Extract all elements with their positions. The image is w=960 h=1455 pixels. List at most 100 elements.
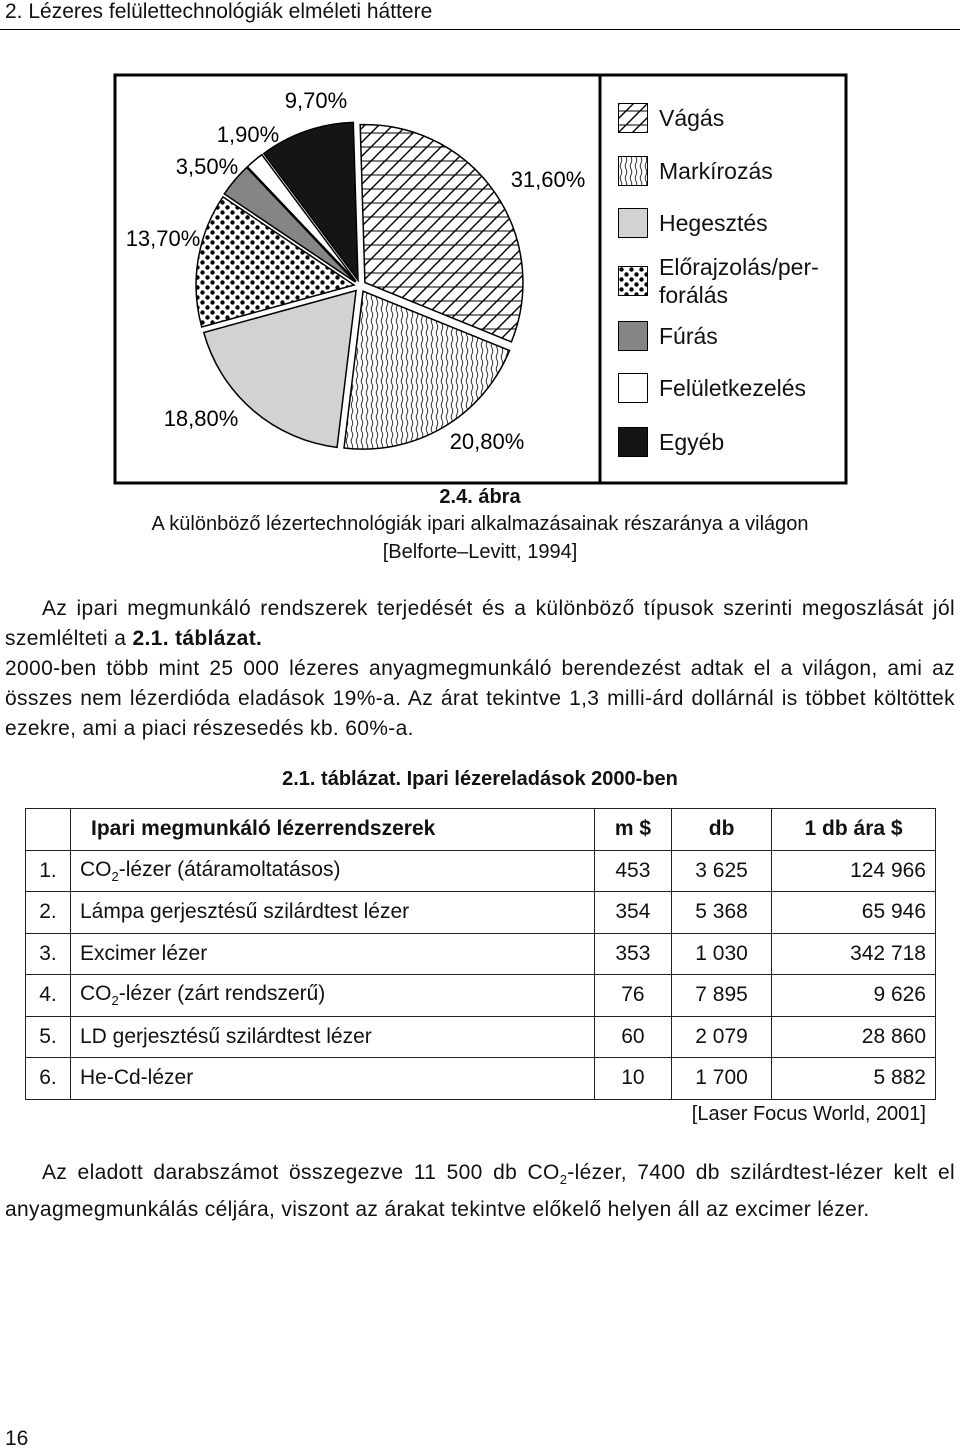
table-cell: 28 860	[771, 1015, 936, 1058]
pie-chart: 31,60% 20,80% 18,80% 13,70% 3,50% 1,90%9,70%	[113, 73, 848, 485]
header-cell: m $	[593, 808, 673, 851]
table-row: 5. LD gerjesztésű szilárdtest lézer 60 2 07…	[25, 1015, 936, 1058]
row-number: 1.	[25, 849, 71, 892]
header-rule	[0, 29, 960, 30]
table-cell: 5 368	[671, 891, 773, 934]
text: Az eladott darabszámot összegezve 11 500…	[42, 1161, 560, 1184]
table-cell: 2 079	[671, 1015, 773, 1058]
legend-entry: Fúrás	[618, 321, 849, 351]
legend-entry: Egyéb	[618, 427, 849, 457]
table-cell: 9 626	[771, 974, 936, 1017]
row-number: 4.	[25, 974, 71, 1017]
header-row: Ipari megmunkáló lézerrendszerek m $ db 1 d…	[25, 808, 936, 851]
text: -lézer, 7400 db szilárdtest-lézer kelt e…	[5, 1161, 955, 1222]
table-cell: 76	[593, 974, 673, 1017]
row-name: Lámpa gerjesztésű szilárdtest lézer	[70, 891, 595, 934]
paragraph: Az eladott darabszámot összegezve 11 500…	[5, 1158, 955, 1225]
legend-entry: Előrajzolás/per­forálás	[618, 253, 849, 309]
pie-slice	[343, 290, 511, 450]
legend-label: Felületkezelés	[659, 375, 807, 401]
pie-slice	[262, 121, 359, 283]
table-row: 2. Lámpa gerjesztésű szilárdtest lézer 354…	[25, 891, 936, 934]
paragraph: 2000-ben több mint 25 000 lézeres anyagm…	[5, 657, 955, 740]
pie-slice	[195, 195, 356, 328]
text: -lézer (átáramoltatásos)	[118, 857, 341, 881]
slice-label: 20,80%	[450, 429, 525, 454]
table-cell: 453	[593, 849, 673, 892]
table: Ipari megmunkáló lézerrendszerek m $ db 1 d…	[25, 808, 936, 1100]
header-cell: 1 db ára $	[771, 808, 936, 851]
legend-label: Markírozás	[659, 158, 773, 184]
table-cell: 1 700	[671, 1057, 773, 1100]
legend-swatch	[618, 156, 648, 186]
header-cell	[25, 808, 71, 851]
table-source: [Laser Focus World, 2001]	[691, 1103, 926, 1125]
slice-label: 31,60%	[511, 167, 586, 192]
slice-label: 3,50%	[176, 154, 238, 179]
text: CO	[80, 982, 112, 1006]
table-cell: 10	[593, 1057, 673, 1100]
table-row: 6. He-Cd-lézer 10 1 700 5 882	[25, 1057, 936, 1100]
table-row: 1. CO2-lézer (átáramoltatásos) 453 3 625 124…	[25, 849, 936, 892]
subscript: 2	[111, 868, 119, 884]
slice-label: 13,70%	[126, 226, 201, 251]
row-number: 5.	[25, 1015, 71, 1058]
pie-slice	[223, 166, 356, 283]
figure-number: 2.4. ábra	[439, 486, 521, 508]
legend-swatch	[618, 266, 648, 296]
subscript: 2	[559, 1172, 568, 1188]
table-cell: 124 966	[771, 849, 936, 892]
text: He-Cd-lézer	[80, 1066, 194, 1090]
table-cell: 3 625	[671, 849, 773, 892]
table-caption: 2.1. táblázat. Ipari lézereladások 2000-…	[0, 768, 960, 791]
pie-slice	[359, 123, 524, 343]
slice-label: 18,80%	[164, 406, 239, 431]
legend-label: Egyéb	[659, 429, 725, 455]
legend-label: Hegesztés	[659, 210, 768, 236]
row-number: 6.	[25, 1057, 71, 1100]
text: CO	[80, 857, 112, 881]
legend-label: Előrajzolás/per­forálás	[659, 254, 819, 308]
legend-swatch	[618, 103, 648, 133]
legend-entry: Hegesztés	[618, 208, 849, 238]
table-cell: 342 718	[771, 932, 936, 975]
table-cell: 353	[593, 932, 673, 975]
legend-entry: Markírozás	[618, 156, 849, 186]
chart-frame	[113, 73, 848, 485]
row-name: Excimer lézer	[70, 932, 595, 975]
table-cell: 354	[593, 891, 673, 934]
table-cell: 7 895	[671, 974, 773, 1017]
legend-swatch	[618, 208, 648, 238]
legend-swatch	[618, 427, 648, 457]
legend-swatch	[618, 321, 648, 351]
table-title: Ipari lézereladások 2000-ben	[406, 768, 678, 790]
running-header: 2. Lézeres felülettechnológiák elméleti …	[5, 0, 433, 23]
table-row: 3. Excimer lézer 353 1 030 342 718	[25, 932, 936, 975]
slice-label: 1,90%	[217, 122, 279, 147]
legend-label: Fúrás	[659, 323, 718, 349]
header-cell: Ipari megmunkáló lézerrendszerek	[70, 808, 595, 851]
table-reference: 2.1. táblázat.	[132, 627, 263, 650]
subscript: 2	[111, 993, 119, 1009]
pie-slice	[246, 153, 357, 282]
row-name: He-Cd-lézer	[70, 1057, 595, 1100]
paragraph: Az ipari megmunkáló rendszerek terjedésé…	[5, 594, 955, 654]
text: LD gerjesztésű szilárdtest lézer	[80, 1024, 372, 1048]
table-label: 2.1. táblázat.	[282, 768, 402, 790]
row-number: 3.	[25, 932, 71, 975]
figure-source: [Belforte–Levitt, 1994]	[382, 541, 578, 563]
header-cell: db	[671, 808, 773, 851]
table-cell: 1 030	[671, 932, 773, 975]
text: -lézer (zárt rendszerű)	[118, 982, 326, 1006]
pie-slice	[202, 289, 357, 449]
legend-swatch	[618, 373, 648, 403]
table-cell: 60	[593, 1015, 673, 1058]
table-cell: 65 946	[771, 891, 936, 934]
legend-label: Vágás	[659, 105, 725, 131]
row-number: 2.	[25, 891, 71, 934]
slice-label: 9,70%	[285, 88, 347, 113]
table-cell: 5 882	[771, 1057, 936, 1100]
row-name: CO2-lézer (zárt rendszerű)	[70, 974, 595, 1017]
text: Lámpa gerjesztésű szilárdtest lézer	[80, 900, 410, 924]
